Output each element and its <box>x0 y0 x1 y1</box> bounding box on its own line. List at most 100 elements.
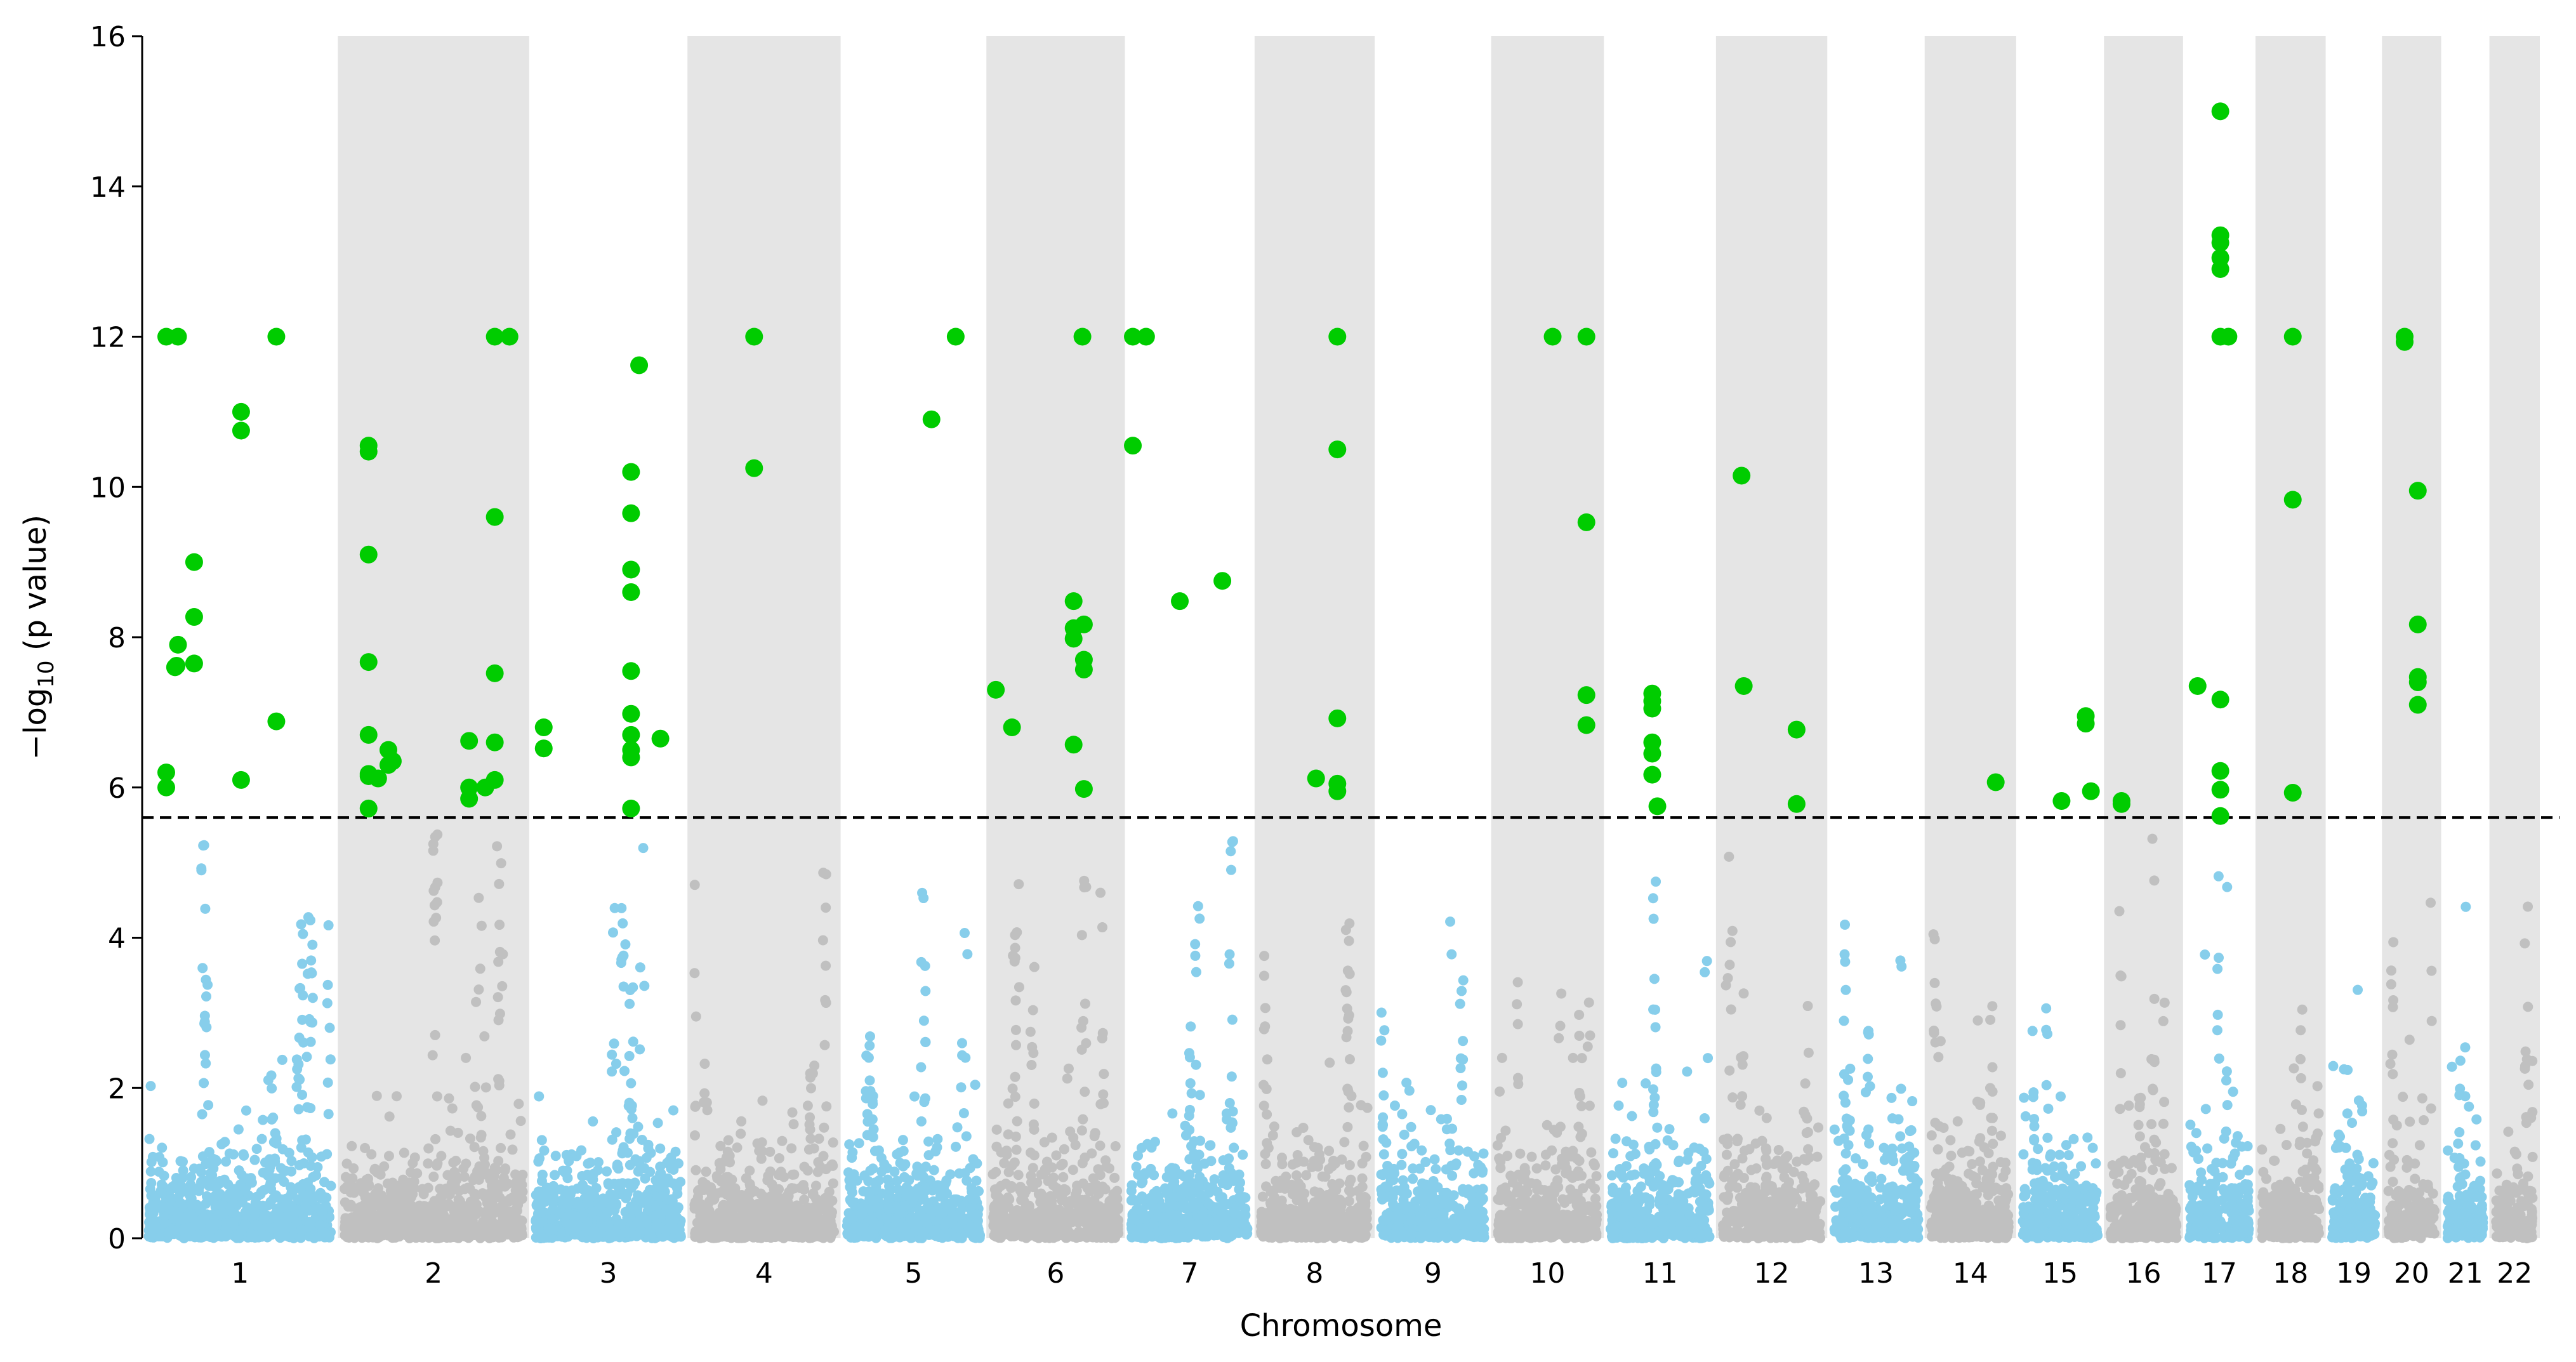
data-point <box>1169 1172 1180 1182</box>
data-point <box>154 1167 164 1177</box>
data-point <box>1026 1170 1036 1181</box>
data-point <box>305 1184 316 1194</box>
data-point <box>817 1232 828 1243</box>
data-point <box>1064 1218 1074 1229</box>
data-point <box>503 1179 513 1189</box>
data-point <box>143 1231 154 1241</box>
data-point <box>865 1091 876 1102</box>
data-point <box>1192 901 1203 911</box>
data-point <box>699 1088 710 1099</box>
data-point <box>1189 1148 1199 1159</box>
data-point <box>849 1224 860 1234</box>
data-point <box>1456 1094 1467 1105</box>
data-point <box>1172 1210 1183 1221</box>
data-point <box>194 1182 205 1193</box>
data-point <box>447 1103 458 1114</box>
data-point <box>169 1225 180 1236</box>
data-point <box>1132 1204 1142 1215</box>
data-point <box>1262 1054 1272 1065</box>
data-point <box>1347 1226 1358 1237</box>
data-point <box>786 1183 797 1194</box>
data-point <box>367 1192 378 1203</box>
data-point <box>1165 1198 1176 1208</box>
data-point <box>543 1223 554 1234</box>
data-point <box>909 1091 920 1102</box>
data-point <box>622 1227 633 1238</box>
data-point <box>1224 949 1235 960</box>
data-point <box>640 1173 651 1184</box>
data-point <box>1344 1185 1355 1196</box>
data-point <box>627 1113 638 1123</box>
data-point <box>1184 1104 1195 1115</box>
data-point <box>147 1151 158 1162</box>
data-point <box>303 1147 314 1158</box>
data-point <box>243 1190 254 1201</box>
data-point <box>513 1175 524 1186</box>
data-point <box>443 1198 454 1209</box>
data-point <box>281 1193 292 1204</box>
chromosome-band-22 <box>2489 36 2540 1238</box>
data-point <box>201 1198 211 1209</box>
data-point <box>1011 1144 1022 1155</box>
data-point <box>915 1210 926 1220</box>
data-point <box>288 1212 299 1223</box>
chromosome-band-18 <box>2255 36 2326 1238</box>
data-point <box>628 1036 638 1047</box>
data-point <box>305 1017 316 1028</box>
data-point <box>427 1050 438 1061</box>
data-point <box>1277 1159 1288 1170</box>
data-point <box>1292 1150 1303 1161</box>
data-point <box>655 1143 666 1154</box>
data-point <box>1209 1174 1220 1185</box>
data-point <box>1110 1141 1121 1152</box>
data-point <box>539 1186 550 1196</box>
data-point <box>517 1193 527 1204</box>
data-point <box>724 1232 735 1243</box>
data-point <box>226 1217 237 1228</box>
data-point <box>1205 1140 1216 1151</box>
data-point <box>1222 1180 1232 1191</box>
data-point <box>1087 1226 1098 1236</box>
data-point <box>1357 1173 1368 1184</box>
data-point <box>964 1224 975 1234</box>
data-point <box>1265 1187 1276 1198</box>
data-point <box>296 919 307 930</box>
data-point <box>312 1162 323 1173</box>
data-point <box>696 1231 707 1241</box>
data-point <box>1195 1135 1206 1146</box>
data-point <box>323 1109 334 1120</box>
data-point <box>625 1201 636 1212</box>
data-point <box>157 1142 168 1153</box>
data-point <box>1146 1163 1156 1174</box>
data-point <box>412 1168 423 1179</box>
data-point <box>1191 967 1201 977</box>
data-point <box>703 1184 714 1195</box>
data-point <box>879 1159 890 1170</box>
data-point <box>1324 1057 1335 1068</box>
data-point <box>305 915 316 925</box>
data-point <box>494 1231 505 1242</box>
data-point <box>479 1031 490 1041</box>
data-point <box>918 1015 929 1026</box>
data-point <box>445 1125 456 1136</box>
data-point <box>169 1206 180 1217</box>
data-point <box>186 1172 197 1182</box>
data-point <box>1048 1205 1059 1216</box>
data-point <box>178 1172 188 1183</box>
data-point <box>1095 1170 1106 1180</box>
chromosome-bands <box>338 36 2540 1238</box>
data-point <box>1234 1169 1245 1180</box>
data-point <box>232 1231 242 1241</box>
data-point <box>476 1111 487 1121</box>
data-point <box>319 1177 330 1187</box>
data-point <box>1349 1214 1359 1225</box>
data-point <box>1015 1214 1026 1225</box>
data-point <box>251 1144 262 1154</box>
data-point <box>1063 1208 1074 1219</box>
data-point <box>1185 1078 1196 1088</box>
data-point <box>1058 1172 1069 1182</box>
data-point <box>732 1142 743 1153</box>
data-point <box>292 1064 303 1074</box>
data-point <box>496 858 506 869</box>
data-point <box>869 1146 880 1156</box>
